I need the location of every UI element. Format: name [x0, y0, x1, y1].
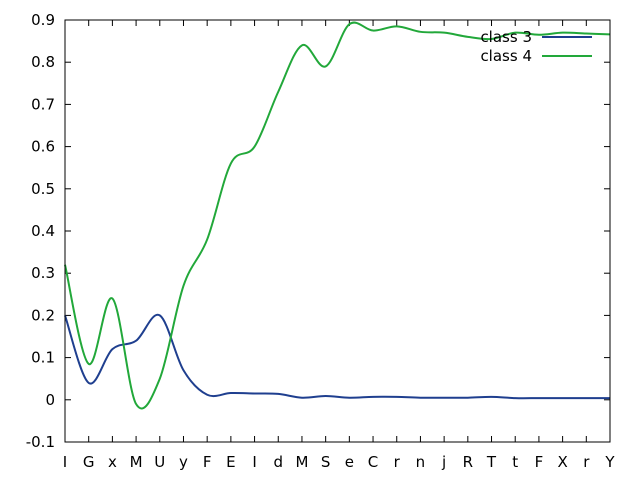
x-tick-label: C [368, 453, 378, 471]
x-tick-label: G [83, 453, 95, 471]
x-tick-label: X [557, 453, 567, 471]
x-tick-label: U [154, 453, 165, 471]
y-tick-label: 0.3 [31, 264, 55, 282]
x-tick-label: t [512, 453, 518, 471]
y-tick-label: 0.6 [31, 138, 55, 156]
y-tick-label: -0.1 [26, 433, 55, 451]
x-tick-label: r [394, 453, 401, 471]
x-tick-label: M [130, 453, 143, 471]
ticks-layer [64, 19, 611, 443]
legend-label: class 3 [480, 28, 532, 46]
x-tick-label: F [203, 453, 212, 471]
x-tick-label: F [535, 453, 544, 471]
x-tick-label: n [416, 453, 426, 471]
y-tick-label: 0.9 [31, 11, 55, 29]
x-tick-label: R [463, 453, 473, 471]
y-tick-label: 0.2 [31, 306, 55, 324]
y-tick-labels: -0.1 0 0.1 0.2 0.3 0.4 0.5 0.6 0.7 0.8 0.9 [26, 11, 55, 451]
x-tick-label: e [345, 453, 354, 471]
x-tick-label: y [179, 453, 188, 471]
x-tick-label: S [321, 453, 331, 471]
y-tick-label: 0.4 [31, 222, 55, 240]
x-tick-label: Y [604, 453, 615, 471]
x-tick-label: j [441, 453, 446, 471]
x-tick-label: M [295, 453, 308, 471]
x-tick-label: E [226, 453, 235, 471]
series-layer [64, 21, 611, 410]
y-tick-label: 0 [45, 391, 55, 409]
y-tick-label: 0.5 [31, 180, 55, 198]
legend-label: class 4 [480, 47, 532, 65]
x-tick-label: x [108, 453, 117, 471]
plot-frame [64, 19, 611, 443]
x-tick-label: r [583, 453, 590, 471]
y-tick-label: 0.8 [31, 53, 55, 71]
series-line-class-3 [64, 313, 610, 400]
x-tick-label: d [273, 453, 283, 471]
y-tick-label: 0.7 [31, 95, 55, 113]
y-tick-label: 0.1 [31, 349, 55, 367]
series-line-class-4 [64, 21, 611, 410]
x-tick-label: I [252, 453, 256, 471]
x-tick-label: T [486, 453, 497, 471]
x-tick-label: I [63, 453, 67, 471]
